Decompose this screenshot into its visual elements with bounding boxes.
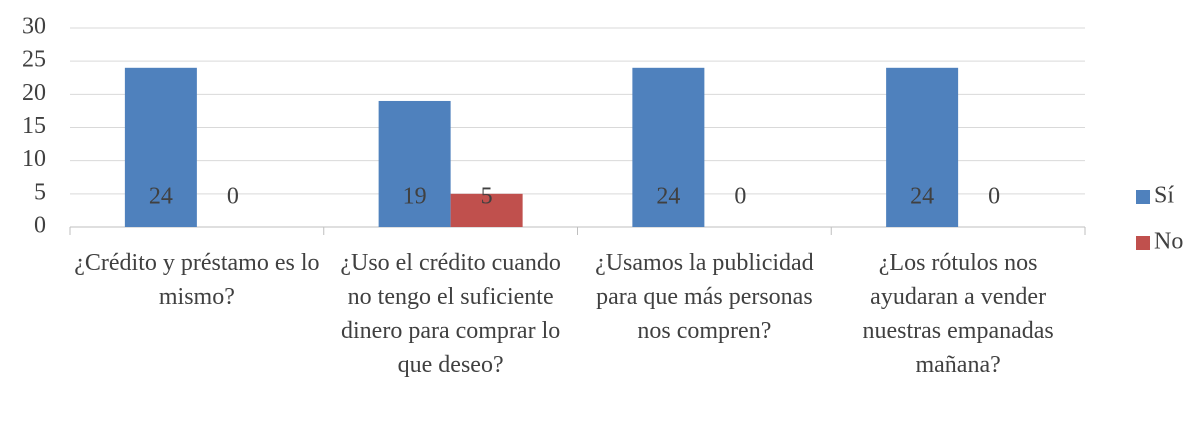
data-label: 19: [403, 184, 427, 210]
data-label: 24: [149, 184, 173, 210]
legend-label: No: [1154, 229, 1183, 255]
data-label: 0: [988, 184, 1000, 210]
data-label: 24: [656, 184, 680, 210]
bar: [632, 67, 705, 227]
y-tick-label: 30: [22, 14, 46, 40]
legend-label: Sí: [1154, 183, 1174, 209]
legend-swatch: [1136, 190, 1150, 204]
x-tick-label: ¿Los rótulos nos ayudaran a vender nuest…: [862, 250, 1054, 378]
data-label: 0: [734, 184, 746, 210]
y-tick-label: 10: [22, 146, 46, 172]
bar: [378, 100, 451, 227]
bar: [450, 193, 523, 227]
bar: [886, 67, 959, 227]
x-tick-label: ¿Usamos la publicidad para que más perso…: [595, 250, 814, 344]
x-tick-label: ¿Crédito y préstamo es lo mismo?: [74, 250, 320, 310]
data-label: 0: [227, 184, 239, 210]
y-tick-label: 15: [22, 113, 46, 139]
y-tick-label: 20: [22, 80, 46, 106]
y-tick-label: 0: [34, 213, 46, 239]
legend-swatch: [1136, 236, 1150, 250]
x-tick-label: ¿Uso el crédito cuando no tengo el sufic…: [340, 250, 561, 378]
data-label: 24: [910, 184, 934, 210]
data-label: 5: [481, 184, 493, 210]
bar: [124, 67, 197, 227]
y-tick-label: 5: [34, 179, 46, 205]
y-tick-label: 25: [22, 47, 46, 73]
